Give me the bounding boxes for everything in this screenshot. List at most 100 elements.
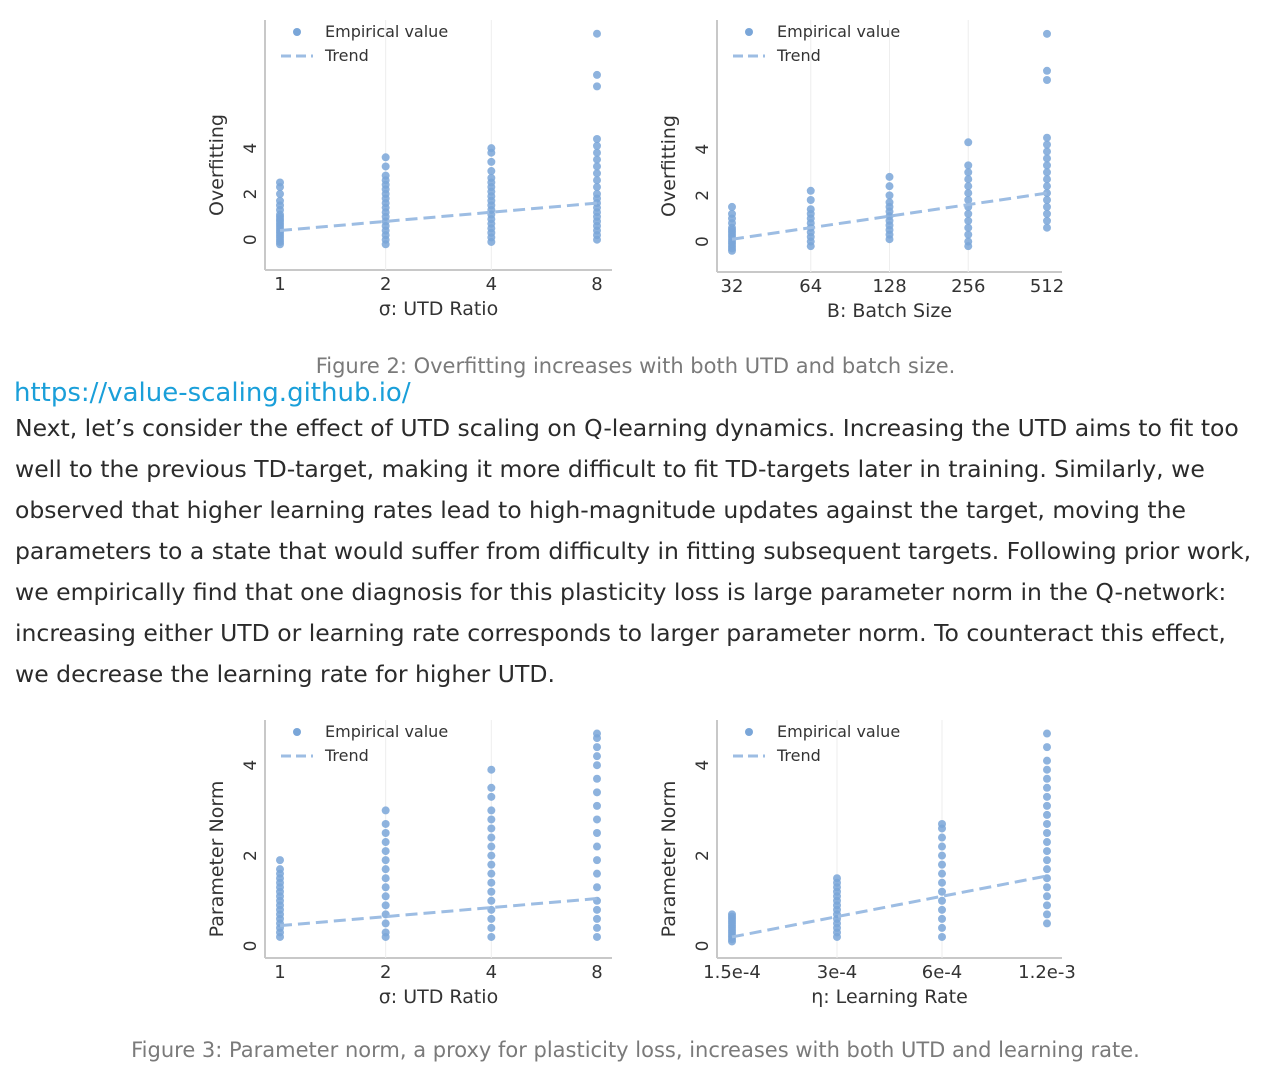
data-point bbox=[593, 743, 601, 752]
data-point bbox=[885, 182, 894, 191]
data-point bbox=[1043, 819, 1051, 828]
data-point bbox=[1043, 216, 1051, 225]
x-tick-label: 2 bbox=[380, 274, 391, 295]
data-point bbox=[487, 815, 496, 824]
data-point bbox=[276, 178, 284, 187]
data-point bbox=[593, 788, 601, 797]
data-point bbox=[728, 202, 736, 211]
data-point bbox=[1043, 865, 1051, 874]
data-point bbox=[593, 774, 601, 783]
trend-line bbox=[731, 874, 1048, 939]
legend-marker-point bbox=[745, 28, 753, 36]
data-point bbox=[487, 932, 496, 941]
data-point bbox=[1043, 774, 1051, 783]
data-point bbox=[381, 829, 390, 837]
data-point bbox=[487, 923, 496, 932]
data-point bbox=[1043, 801, 1051, 810]
data-point bbox=[381, 901, 390, 910]
data-point bbox=[593, 155, 601, 164]
data-point bbox=[1043, 892, 1051, 901]
data-point bbox=[964, 138, 973, 147]
data-point bbox=[1043, 196, 1051, 204]
body-paragraph: Next, let’s consider the effect of UTD s… bbox=[15, 414, 1252, 688]
data-point bbox=[593, 842, 601, 851]
data-point bbox=[593, 169, 601, 178]
data-point bbox=[806, 186, 815, 195]
data-point bbox=[276, 196, 284, 205]
data-point bbox=[1043, 838, 1051, 847]
data-point bbox=[593, 869, 601, 878]
data-point bbox=[593, 914, 601, 923]
y-tick-label: 0 bbox=[693, 941, 713, 952]
data-point bbox=[593, 729, 601, 738]
data-point bbox=[938, 851, 946, 860]
param-norm-utd-chart: 0 2 4 Parameter Norm 1 2 4 8 σ: UTD Ratio Empiric… bbox=[206, 720, 612, 1008]
data-point bbox=[964, 175, 973, 184]
data-point bbox=[487, 792, 496, 801]
x-tick-label: 8 bbox=[591, 274, 602, 295]
data-point bbox=[487, 878, 496, 887]
data-point bbox=[381, 171, 390, 180]
data-point bbox=[964, 168, 973, 177]
data-point bbox=[1043, 901, 1051, 910]
data-point bbox=[728, 209, 736, 218]
project-link[interactable]: https://value-scaling.github.io/ bbox=[14, 378, 411, 408]
data-point bbox=[1043, 756, 1051, 765]
data-point bbox=[938, 905, 946, 914]
x-tick-label: 32 bbox=[721, 276, 744, 297]
x-tick-label: 3e-4 bbox=[817, 962, 857, 983]
y-tick-label: 0 bbox=[693, 236, 713, 247]
data-point bbox=[593, 761, 601, 770]
data-point bbox=[833, 874, 841, 883]
legend-label-empirical: Empirical value bbox=[325, 22, 448, 41]
overfitting-batch-chart: 0 2 4 Overfitting 32 64 128 256 512 B: Batch Size… bbox=[658, 20, 1064, 322]
data-point bbox=[487, 824, 496, 833]
data-point bbox=[938, 914, 946, 923]
legend-label-trend: Trend bbox=[776, 46, 821, 65]
data-point bbox=[487, 851, 496, 860]
data-point bbox=[1043, 202, 1051, 211]
data-point bbox=[487, 157, 496, 166]
x-tick-label: 2 bbox=[380, 962, 391, 983]
figure-2-caption: Figure 2: Overfitting increases with bot… bbox=[315, 354, 956, 378]
data-point bbox=[938, 860, 946, 869]
data-point bbox=[593, 801, 601, 810]
legend-label-empirical: Empirical value bbox=[777, 722, 900, 741]
data-point bbox=[381, 928, 390, 937]
y-tick-label: 2 bbox=[693, 190, 713, 201]
data-point bbox=[593, 29, 601, 38]
y-tick-label: 2 bbox=[241, 850, 261, 861]
data-point bbox=[806, 196, 815, 204]
data-point bbox=[1043, 729, 1051, 738]
overfitting-utd-chart: 0 2 4 Overfitting 1 2 4 8 σ: UTD Ratio Empirical … bbox=[206, 20, 612, 320]
legend-marker-point bbox=[293, 728, 301, 736]
trend-line bbox=[279, 201, 598, 233]
data-point bbox=[487, 144, 496, 153]
data-point bbox=[487, 860, 496, 869]
data-point bbox=[381, 919, 390, 928]
data-point bbox=[487, 896, 496, 905]
data-point bbox=[1043, 133, 1051, 142]
data-point bbox=[1043, 209, 1051, 218]
data-point bbox=[964, 230, 973, 239]
x-tick-label: 1.2e-3 bbox=[1018, 962, 1076, 983]
data-point bbox=[487, 173, 496, 182]
data-point bbox=[938, 923, 946, 932]
data-point bbox=[593, 162, 601, 171]
data-point bbox=[381, 162, 390, 171]
data-point bbox=[1043, 883, 1051, 892]
data-point bbox=[938, 842, 946, 851]
legend-label-trend: Trend bbox=[776, 746, 821, 765]
data-point bbox=[938, 887, 946, 896]
data-point bbox=[964, 237, 973, 246]
data-point bbox=[964, 182, 973, 191]
data-point bbox=[381, 874, 390, 883]
data-point bbox=[964, 223, 973, 232]
data-point bbox=[1043, 189, 1051, 198]
data-point bbox=[381, 856, 390, 865]
data-point bbox=[964, 161, 973, 170]
data-point bbox=[593, 883, 601, 892]
x-tick-label: 6e-4 bbox=[922, 962, 962, 983]
data-point bbox=[885, 191, 894, 200]
data-point bbox=[593, 829, 601, 837]
